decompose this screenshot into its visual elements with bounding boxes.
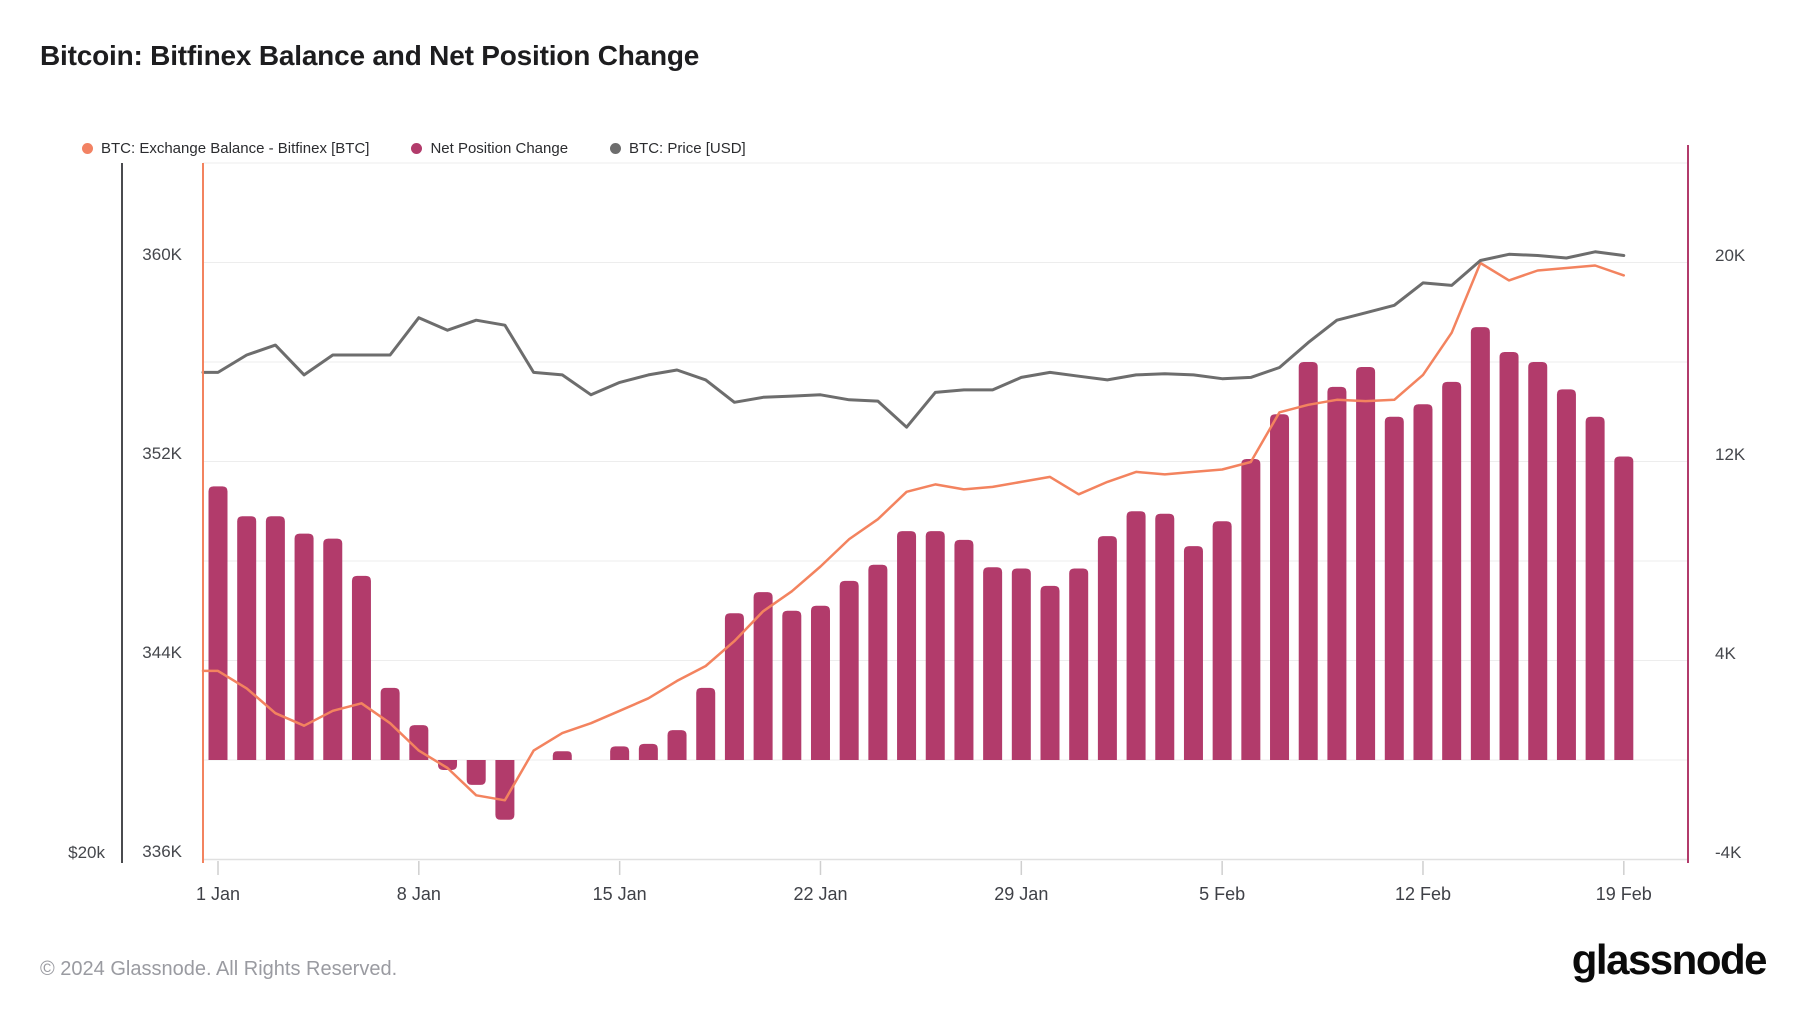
net-position-bar[interactable] xyxy=(1155,513,1175,760)
chart-legend: BTC: Exchange Balance - Bitfinex [BTC] Ne… xyxy=(82,140,746,157)
net-position-bar[interactable] xyxy=(294,533,314,760)
net-position-bar[interactable] xyxy=(1528,362,1548,760)
net-position-bar[interactable] xyxy=(552,751,572,760)
net-position-bar[interactable] xyxy=(667,730,687,760)
net-position-bar[interactable] xyxy=(351,575,371,760)
net-position-bar[interactable] xyxy=(1212,521,1232,760)
legend-label: BTC: Exchange Balance - Bitfinex [BTC] xyxy=(101,140,370,157)
x-axis-label: 22 Jan xyxy=(793,884,848,904)
net-position-bar[interactable] xyxy=(1556,389,1576,760)
copyright-text: © 2024 Glassnode. All Rights Reserved. xyxy=(40,958,398,980)
x-ticks xyxy=(217,861,1625,875)
net-position-bar[interactable] xyxy=(696,687,716,760)
net-position-bar[interactable] xyxy=(954,539,974,760)
price-axis-label: $20k xyxy=(68,843,105,862)
net-position-bar[interactable] xyxy=(610,746,630,760)
x-axis-label: 1 Jan xyxy=(195,884,241,904)
net-position-bar[interactable] xyxy=(1585,416,1605,760)
right-axis-label: 20K xyxy=(1715,245,1746,265)
x-axis-label: 19 Feb xyxy=(1595,884,1652,904)
net-position-bar[interactable] xyxy=(983,567,1003,760)
right-axis-label: 4K xyxy=(1715,643,1736,663)
x-axis-label: 15 Jan xyxy=(592,884,647,904)
x-axis-label: 12 Feb xyxy=(1394,884,1451,904)
net-position-bar[interactable] xyxy=(466,760,486,785)
btc-price-line[interactable] xyxy=(201,250,1626,429)
net-position-bar[interactable] xyxy=(1499,352,1519,760)
glassnode-logo[interactable]: glassnode xyxy=(1571,936,1768,983)
net-position-bar[interactable] xyxy=(810,605,830,760)
net-position-bar[interactable] xyxy=(1413,404,1433,760)
net-position-bar[interactable] xyxy=(1327,386,1347,760)
gridlines xyxy=(203,162,1688,861)
legend-dot-icon xyxy=(411,143,423,154)
net-position-bar[interactable] xyxy=(1356,366,1376,760)
net-position-bar[interactable] xyxy=(237,516,257,760)
net-position-bar[interactable] xyxy=(438,760,458,770)
left-axis-label: 360K xyxy=(142,245,182,264)
net-position-bar[interactable] xyxy=(1270,414,1290,760)
legend-label: BTC: Price [USD] xyxy=(629,140,746,157)
legend-dot-icon xyxy=(610,143,622,154)
x-axis-label: 29 Jan xyxy=(994,884,1049,904)
net-position-bar[interactable] xyxy=(1470,327,1490,760)
right-axis-label: -4K xyxy=(1715,842,1742,862)
net-position-bar[interactable] xyxy=(265,516,285,760)
legend-item-net[interactable]: Net Position Change xyxy=(411,140,568,157)
net-position-bar[interactable] xyxy=(1126,511,1146,760)
exchange-balance-line[interactable] xyxy=(201,261,1626,802)
net-position-bar[interactable] xyxy=(1442,381,1462,760)
net-position-bar[interactable] xyxy=(1241,459,1261,760)
net-position-bar[interactable] xyxy=(208,486,228,760)
net-position-bar[interactable] xyxy=(782,610,802,760)
net-position-bar[interactable] xyxy=(925,531,945,760)
left-axis-label: 344K xyxy=(142,643,182,662)
net-position-bar[interactable] xyxy=(724,613,744,760)
page-title: Bitcoin: Bitfinex Balance and Net Positi… xyxy=(40,40,700,71)
net-position-change-bars xyxy=(208,327,1634,820)
net-position-bar[interactable] xyxy=(1183,546,1203,760)
legend-label: Net Position Change xyxy=(430,140,569,157)
net-position-bar[interactable] xyxy=(753,592,773,760)
net-position-bar[interactable] xyxy=(897,531,917,760)
net-position-bar[interactable] xyxy=(638,743,658,760)
net-position-bar[interactable] xyxy=(868,564,888,760)
net-position-bar[interactable] xyxy=(1040,585,1060,760)
x-axis-label: 8 Jan xyxy=(396,884,441,904)
net-position-bar[interactable] xyxy=(323,538,343,760)
legend-dot-icon xyxy=(82,143,93,154)
net-position-bar[interactable] xyxy=(1069,568,1089,760)
left-axis-label: 352K xyxy=(142,444,182,463)
x-axis-label: 5 Feb xyxy=(1199,884,1246,904)
net-position-bar[interactable] xyxy=(1614,456,1634,760)
right-axis-label: 12K xyxy=(1715,444,1746,464)
net-position-bar[interactable] xyxy=(495,760,515,820)
legend-item-price[interactable]: BTC: Price [USD] xyxy=(610,140,746,157)
net-position-bar[interactable] xyxy=(1298,362,1318,760)
net-position-bar[interactable] xyxy=(409,725,429,760)
net-position-bar[interactable] xyxy=(1097,536,1117,760)
net-position-bar[interactable] xyxy=(839,580,859,760)
net-position-bar[interactable] xyxy=(1011,568,1031,760)
net-position-bar[interactable] xyxy=(1384,416,1404,760)
legend-item-balance[interactable]: BTC: Exchange Balance - Bitfinex [BTC] xyxy=(82,140,369,157)
left-axis-label: 336K xyxy=(142,842,182,861)
